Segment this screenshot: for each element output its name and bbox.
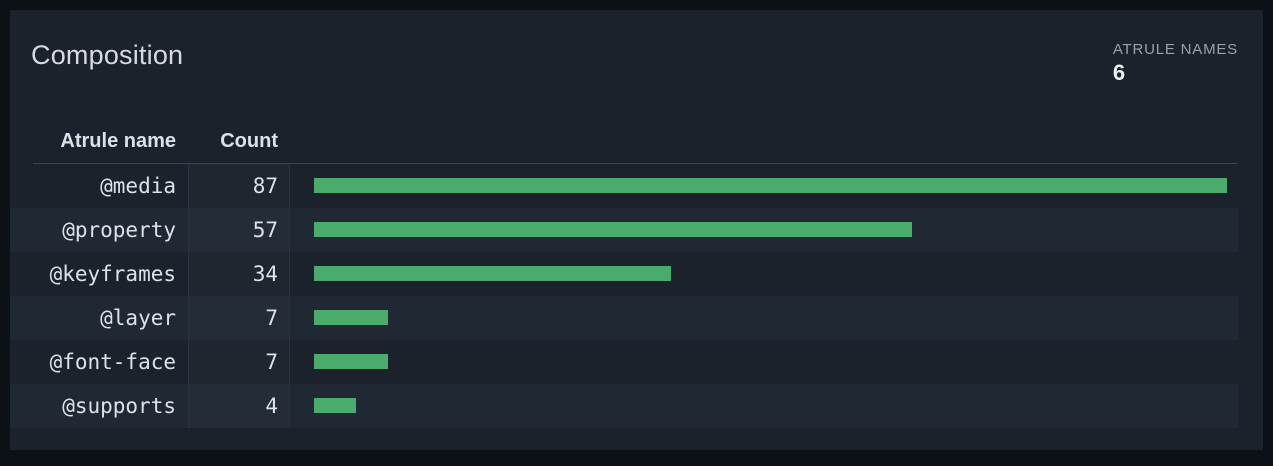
table-row: @property 57 (10, 208, 1238, 252)
card-title: Composition (31, 40, 184, 70)
aggregate-label: ATRULE NAMES (1112, 41, 1238, 58)
count-bar (314, 222, 913, 237)
atrule-name-cell: @property (62, 218, 176, 242)
atrule-name-cell: @supports (62, 394, 176, 418)
table-row: @media 87 (10, 164, 1238, 208)
count-cell: 7 (265, 350, 278, 374)
count-bar (314, 178, 1227, 193)
table-row: @keyframes 34 (10, 252, 1238, 296)
count-bar (314, 266, 671, 281)
count-cell: 34 (252, 262, 278, 286)
count-cell: 7 (265, 306, 278, 330)
column-divider (188, 164, 189, 428)
count-cell: 87 (252, 174, 278, 198)
table-header-divider (33, 163, 1238, 164)
table-row: @font-face 7 (10, 340, 1238, 384)
column-header-count: Count (220, 130, 278, 152)
atrule-name-cell: @font-face (49, 350, 176, 374)
atrule-name-cell: @keyframes (49, 262, 176, 286)
table-body: @media 87 @property 57 @keyframes 34 @layer 7 @f… (10, 164, 1238, 428)
table-row: @supports 4 (10, 384, 1238, 428)
aggregate-value: 6 (1112, 60, 1126, 85)
count-bar (314, 398, 356, 413)
atrule-name-cell: @layer (100, 306, 176, 330)
composition-card: Composition ATRULE NAMES 6 Atrule name C… (10, 10, 1263, 450)
count-cell: 57 (252, 218, 278, 242)
count-bar (314, 354, 388, 369)
column-header-atrule-name: Atrule name (60, 130, 176, 152)
table-row: @layer 7 (10, 296, 1238, 340)
atrule-name-cell: @media (100, 174, 176, 198)
count-bar (314, 310, 388, 325)
column-divider (289, 164, 290, 428)
count-cell: 4 (265, 394, 278, 418)
aggregate-stat: ATRULE NAMES 6 (1113, 41, 1238, 85)
